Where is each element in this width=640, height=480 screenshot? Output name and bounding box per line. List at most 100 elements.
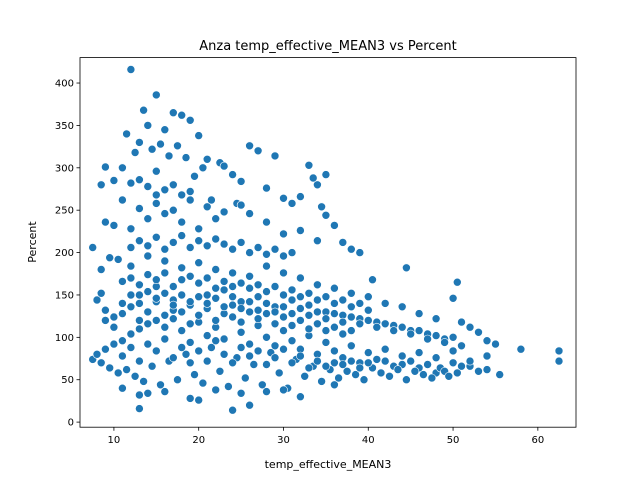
data-point <box>253 243 263 252</box>
data-point <box>414 348 424 357</box>
data-point <box>279 290 288 300</box>
x-tick-label: 20 <box>192 435 205 446</box>
data-point <box>160 209 170 218</box>
data-point <box>431 314 441 324</box>
data-point <box>452 368 462 378</box>
data-point <box>169 282 178 291</box>
data-point <box>270 151 280 161</box>
data-point <box>194 258 203 268</box>
data-point <box>177 110 186 120</box>
data-point <box>211 265 220 274</box>
data-point <box>211 234 220 244</box>
data-point <box>452 277 462 287</box>
x-tick-label: 50 <box>447 435 460 446</box>
data-point <box>152 316 161 325</box>
data-point <box>287 285 297 295</box>
data-point <box>308 173 318 183</box>
data-point <box>270 307 280 317</box>
data-point <box>304 363 314 373</box>
data-point <box>330 380 339 390</box>
data-point <box>355 363 365 373</box>
data-point <box>482 365 492 374</box>
data-point <box>126 224 136 234</box>
data-point <box>334 373 343 383</box>
data-point <box>262 183 271 193</box>
data-point <box>346 288 356 298</box>
data-point <box>190 172 199 181</box>
data-point <box>228 300 237 310</box>
y-tick-label: 250 <box>55 206 74 217</box>
data-point <box>342 366 352 376</box>
data-point <box>185 338 195 347</box>
data-point <box>211 293 220 303</box>
y-axis-ticks: 0 50 100 150 200 250 300 350 400 <box>55 79 80 429</box>
data-point <box>211 214 220 223</box>
data-point <box>279 385 288 395</box>
data-point <box>135 290 144 300</box>
data-point <box>245 209 254 218</box>
data-point <box>317 202 326 212</box>
data-point <box>118 351 127 361</box>
data-point <box>296 273 305 283</box>
data-point <box>313 356 322 366</box>
data-point <box>202 273 212 283</box>
data-point <box>245 400 254 410</box>
chart-title: Anza temp_effective_MEAN3 vs Percent <box>199 39 457 54</box>
y-tick-label: 150 <box>55 290 74 301</box>
data-point <box>279 326 288 335</box>
data-point <box>397 302 407 312</box>
data-point <box>185 195 195 205</box>
data-point <box>414 326 424 335</box>
y-tick-label: 100 <box>55 333 74 344</box>
data-point <box>236 343 246 352</box>
data-point <box>245 283 254 293</box>
data-point <box>194 278 203 288</box>
data-point <box>194 131 203 140</box>
data-point <box>304 324 314 334</box>
data-point <box>105 253 114 263</box>
data-point <box>465 322 475 332</box>
data-point <box>495 370 505 379</box>
data-point <box>228 405 237 415</box>
data-point <box>228 292 237 302</box>
data-point <box>152 275 161 285</box>
data-point <box>287 248 297 257</box>
data-point <box>113 368 123 378</box>
data-point <box>194 224 203 234</box>
data-point <box>262 250 271 259</box>
data-point <box>253 346 263 356</box>
data-point <box>321 211 331 220</box>
data-point <box>296 292 305 302</box>
data-point <box>101 162 110 172</box>
data-point <box>126 261 136 271</box>
data-point <box>236 304 246 313</box>
data-point <box>185 243 195 252</box>
data-point <box>482 351 492 361</box>
data-point <box>338 329 348 339</box>
data-point <box>177 326 186 335</box>
data-point <box>92 349 102 359</box>
data-point <box>457 361 466 371</box>
data-point <box>228 312 237 322</box>
data-point <box>135 356 144 366</box>
data-point <box>228 358 237 368</box>
data-point <box>253 292 263 302</box>
data-point <box>96 180 106 190</box>
data-point <box>177 275 186 285</box>
x-tick-label: 60 <box>531 435 544 446</box>
data-point <box>126 302 136 312</box>
data-point <box>228 244 237 254</box>
data-point <box>304 288 314 298</box>
data-point <box>346 302 356 312</box>
data-point <box>160 387 170 396</box>
data-point <box>402 263 411 273</box>
data-point <box>351 370 360 379</box>
data-point <box>270 282 280 291</box>
data-point <box>177 290 186 300</box>
data-point <box>287 309 297 318</box>
data-point <box>202 299 212 308</box>
data-point <box>135 404 144 413</box>
data-point <box>313 236 322 245</box>
data-point <box>274 368 284 378</box>
data-point <box>279 302 288 312</box>
